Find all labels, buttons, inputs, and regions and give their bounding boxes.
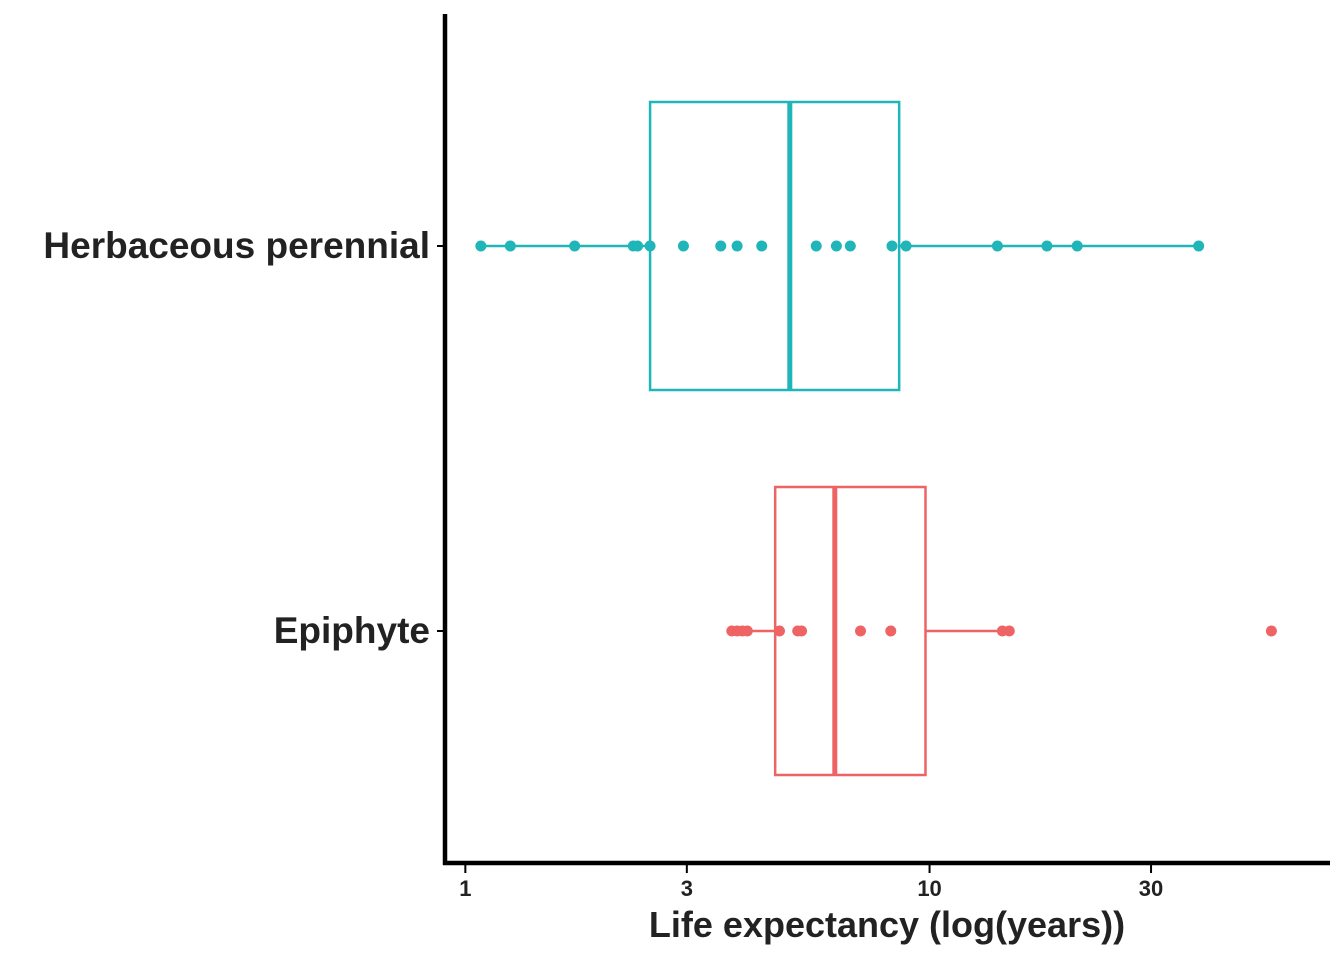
data-point bbox=[756, 240, 768, 252]
y-tick-label: Herbaceous perennial bbox=[43, 225, 430, 266]
x-tick-label: 1 bbox=[459, 876, 471, 901]
data-point bbox=[677, 240, 689, 252]
data-point bbox=[900, 240, 912, 252]
x-tick-label: 10 bbox=[917, 876, 941, 901]
data-point bbox=[991, 240, 1003, 252]
data-point bbox=[632, 240, 644, 252]
data-point bbox=[830, 240, 842, 252]
data-point bbox=[731, 240, 743, 252]
x-axis-title: Life expectancy (log(years)) bbox=[649, 904, 1125, 945]
data-point bbox=[741, 625, 753, 637]
data-point bbox=[844, 240, 856, 252]
data-point bbox=[810, 240, 822, 252]
data-point bbox=[885, 625, 897, 637]
data-point bbox=[1041, 240, 1053, 252]
data-point bbox=[1265, 625, 1277, 637]
data-point bbox=[715, 240, 727, 252]
x-tick-label: 3 bbox=[681, 876, 693, 901]
data-point bbox=[796, 625, 808, 637]
data-point bbox=[475, 240, 487, 252]
data-point bbox=[773, 625, 785, 637]
plot-area bbox=[475, 100, 1277, 777]
data-point bbox=[644, 240, 656, 252]
axes: 1 3 10 30 Herbaceous perennial Epiphyte bbox=[43, 14, 1330, 901]
data-point bbox=[569, 240, 581, 252]
data-point bbox=[886, 240, 898, 252]
data-point bbox=[1071, 240, 1083, 252]
x-tick-label: 30 bbox=[1139, 876, 1163, 901]
data-point bbox=[1193, 240, 1205, 252]
data-point bbox=[504, 240, 516, 252]
data-point bbox=[1003, 625, 1015, 637]
y-tick-label: Epiphyte bbox=[274, 610, 430, 651]
data-point bbox=[855, 625, 867, 637]
